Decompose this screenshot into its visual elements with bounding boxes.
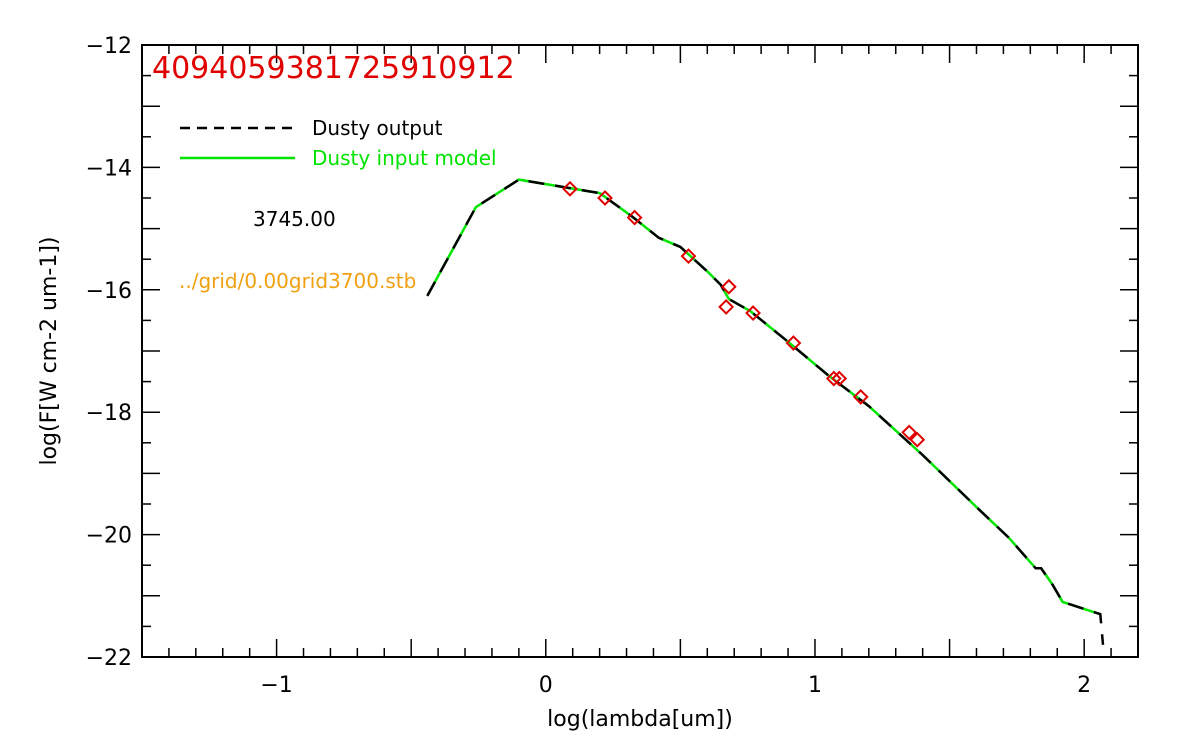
data-point-marker (562, 180, 578, 197)
ticks-layer (141, 44, 1139, 658)
y-tick-label: −16 (86, 279, 132, 304)
data-point-marker (597, 190, 613, 206)
data-point-marker (909, 431, 926, 448)
x-tick-label: −1 (260, 673, 292, 698)
data-point-marker (720, 278, 737, 295)
data-point-marker (852, 388, 869, 405)
y-tick-label: −14 (86, 156, 132, 181)
x-axis-title: log(lambda[um]) (547, 707, 733, 732)
legend-label-dusty-input-model: Dusty input model (312, 146, 497, 170)
data-point-marker (825, 370, 842, 387)
chart-title: 4094059381725910912 (152, 51, 515, 86)
y-tick-label: −22 (86, 646, 132, 671)
grid-file-annotation: ../grid/0.00grid3700.stb (179, 269, 416, 293)
y-axis-title: log(F[W cm-2 um-1]) (37, 236, 62, 465)
data-point-marker (785, 335, 802, 351)
x-tick-label: 1 (808, 673, 822, 698)
series-line-dusty-input-model (426, 178, 1101, 616)
x-tick-label: 0 (539, 673, 553, 698)
series-layer (426, 178, 1105, 645)
plot-frame (141, 44, 1139, 658)
data-point-marker (626, 209, 643, 226)
x-tick-labels: −1 0 1 2 (260, 673, 1091, 698)
y-tick-label: −20 (86, 524, 132, 549)
legend: Dusty output Dusty input model (180, 116, 497, 170)
data-point-marker (745, 305, 761, 321)
data-point-marker (718, 299, 735, 315)
data-point-marker (901, 424, 918, 441)
marker-layer (562, 180, 926, 448)
legend-label-dusty-output: Dusty output (312, 116, 443, 140)
y-tick-labels: −22 −20 −18 −16 −14 −12 (86, 34, 132, 671)
series-line-dusty-output (426, 178, 1105, 645)
temperature-annotation: 3745.00 (253, 207, 336, 231)
data-point-marker (680, 248, 697, 265)
x-tick-label: 2 (1077, 673, 1091, 698)
data-point-marker (831, 370, 848, 387)
y-tick-label: −12 (86, 34, 132, 59)
y-tick-label: −18 (86, 401, 132, 426)
